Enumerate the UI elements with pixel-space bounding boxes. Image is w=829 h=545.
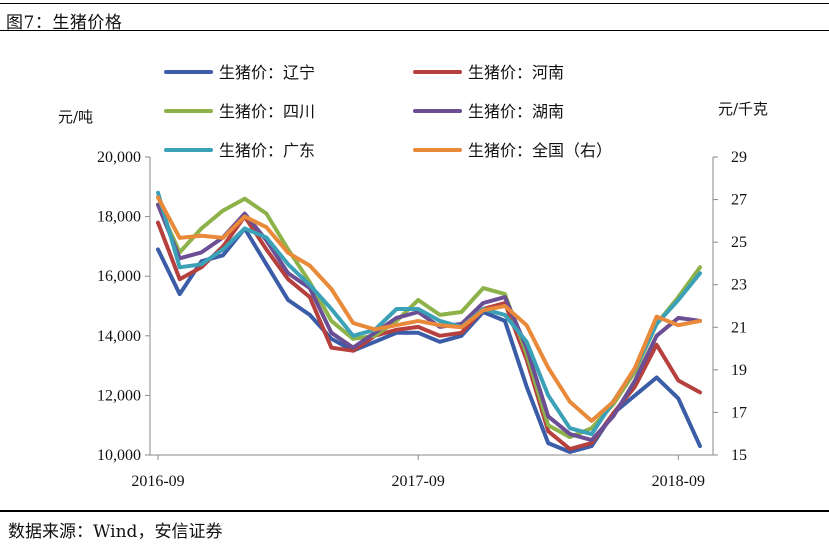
- series-line-1: [156, 226, 702, 454]
- series-line-2: [156, 214, 702, 451]
- left-tick-label: 10,000: [97, 447, 141, 464]
- left-tick-label: 20,000: [97, 149, 141, 166]
- legend-label: 生猪价：河南: [468, 63, 564, 82]
- figure-title: 图7：生猪价格: [6, 13, 123, 33]
- top-rule: [0, 3, 829, 4]
- left-tick-label: 12,000: [97, 387, 141, 404]
- x-tick-label: 2017-09: [391, 473, 444, 490]
- right-tick-label: 23: [731, 277, 747, 294]
- x-tick-label: 2016-09: [131, 473, 184, 490]
- series-line-6: [156, 195, 702, 423]
- ticks: 20,000 18,000 16,000 14,000 12,000 10,000 29 27…: [97, 149, 747, 490]
- legend-label: 生猪价：全国（右）: [468, 141, 612, 160]
- right-unit-label: 元/千克: [718, 100, 768, 118]
- x-tick-label: 2018-09: [652, 473, 705, 490]
- legend-label: 生猪价：辽宁: [219, 63, 315, 82]
- axes: [149, 157, 714, 456]
- bottom-rule: [0, 510, 829, 512]
- legend-label: 生猪价：广东: [219, 141, 315, 160]
- title-rule: [0, 30, 829, 31]
- left-unit-label: 元/吨: [58, 108, 93, 126]
- series-layer: [156, 190, 702, 454]
- right-tick-label: 25: [731, 234, 747, 251]
- legend-label: 生猪价：湖南: [468, 102, 564, 121]
- right-tick-label: 27: [731, 192, 747, 209]
- right-tick-label: 29: [731, 149, 747, 166]
- right-tick-label: 19: [731, 362, 747, 379]
- source-note: 数据来源：Wind，安信证券: [8, 522, 223, 542]
- left-tick-label: 16,000: [97, 268, 141, 285]
- left-tick-label: 14,000: [97, 328, 141, 345]
- right-tick-label: 21: [731, 319, 747, 336]
- left-tick-label: 18,000: [97, 209, 141, 226]
- legend-label: 生猪价：四川: [219, 102, 315, 121]
- right-tick-label: 17: [731, 404, 747, 421]
- right-tick-label: 15: [731, 447, 747, 464]
